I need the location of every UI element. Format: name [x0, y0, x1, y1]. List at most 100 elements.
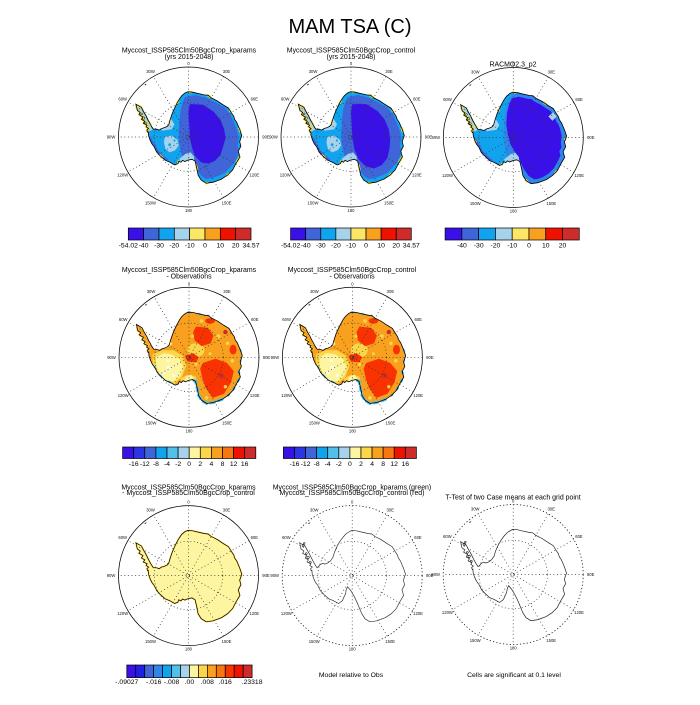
- svg-text:150E: 150E: [222, 200, 232, 205]
- svg-text:20: 20: [559, 243, 567, 250]
- svg-text:30E: 30E: [548, 69, 556, 74]
- svg-text:180: 180: [185, 208, 193, 213]
- svg-text:-.09027: -.09027: [115, 679, 138, 686]
- svg-text:0: 0: [364, 243, 368, 250]
- svg-text:-54.02: -54.02: [281, 243, 300, 250]
- svg-text:150E: 150E: [222, 639, 232, 644]
- svg-text:30W: 30W: [310, 289, 319, 294]
- svg-text:20: 20: [232, 243, 240, 250]
- svg-text:Myccost_ISSP585Clm50BgcCrop_kp: Myccost_ISSP585Clm50BgcCrop_kparams: [122, 47, 257, 54]
- svg-text:90E: 90E: [426, 355, 434, 360]
- svg-text:150W: 150W: [470, 638, 481, 643]
- svg-text:30E: 30E: [547, 506, 555, 511]
- svg-text:.23318: .23318: [242, 679, 263, 686]
- svg-text:-16: -16: [129, 461, 139, 468]
- svg-text:120W: 120W: [281, 393, 292, 398]
- svg-text:-2: -2: [175, 461, 181, 468]
- svg-text:60E: 60E: [414, 535, 422, 540]
- svg-text:90E: 90E: [587, 135, 595, 140]
- svg-text:0: 0: [512, 499, 515, 504]
- svg-text:34.57: 34.57: [242, 243, 259, 250]
- svg-text:- Observations: - Observations: [166, 273, 212, 280]
- svg-text:10: 10: [542, 243, 550, 250]
- svg-text:60E: 60E: [575, 97, 583, 102]
- svg-text:60E: 60E: [413, 97, 421, 102]
- svg-text:8: 8: [381, 461, 385, 468]
- svg-text:30W: 30W: [471, 69, 480, 74]
- svg-text:30W: 30W: [309, 69, 318, 74]
- svg-text:Cells are significant at 0.1 l: Cells are significant at 0.1 level: [467, 672, 561, 679]
- svg-text:20: 20: [392, 243, 400, 250]
- svg-text:RACMO2.3_p2: RACMO2.3_p2: [489, 62, 536, 69]
- svg-text:T-Test of two Case means at ea: T-Test of two Case means at each grid po…: [445, 495, 580, 502]
- svg-text:150E: 150E: [222, 421, 232, 426]
- svg-text:180: 180: [348, 208, 356, 213]
- svg-text:150E: 150E: [386, 421, 396, 426]
- svg-text:120W: 120W: [117, 173, 128, 178]
- svg-text:0: 0: [187, 61, 190, 66]
- svg-text:180: 180: [510, 646, 518, 651]
- svg-text:120E: 120E: [574, 173, 584, 178]
- svg-text:10: 10: [377, 243, 385, 250]
- svg-text:Myccost_ISSP585Clm50BgcCrop_co: Myccost_ISSP585Clm50BgcCrop_control (red…: [280, 490, 425, 497]
- svg-text:2: 2: [359, 461, 363, 468]
- svg-text:10: 10: [217, 243, 225, 250]
- svg-text:120E: 120E: [413, 393, 423, 398]
- svg-text:0: 0: [348, 461, 352, 468]
- svg-text:-54.02: -54.02: [119, 243, 138, 250]
- svg-text:30W: 30W: [147, 289, 156, 294]
- svg-text:30E: 30E: [223, 507, 231, 512]
- svg-text:120W: 120W: [280, 173, 291, 178]
- svg-text:-20: -20: [331, 243, 341, 250]
- svg-text:90E: 90E: [587, 572, 595, 577]
- svg-text:60W: 60W: [118, 535, 127, 540]
- svg-text:60W: 60W: [119, 317, 128, 322]
- svg-text:120W: 120W: [442, 173, 453, 178]
- svg-text:-10: -10: [507, 243, 517, 250]
- svg-text:.008: .008: [201, 679, 214, 686]
- svg-text:-40: -40: [139, 243, 149, 250]
- svg-text:0: 0: [351, 281, 354, 286]
- svg-text:-12: -12: [301, 461, 311, 468]
- svg-text:90W: 90W: [271, 355, 280, 360]
- svg-text:0: 0: [203, 243, 207, 250]
- svg-text:0: 0: [527, 243, 531, 250]
- svg-text:60E: 60E: [251, 535, 259, 540]
- svg-text:30E: 30E: [387, 289, 395, 294]
- svg-text:2: 2: [198, 461, 202, 468]
- svg-text:8: 8: [221, 461, 225, 468]
- svg-text:-10: -10: [346, 243, 356, 250]
- svg-text:30W: 30W: [471, 506, 480, 511]
- svg-text:150E: 150E: [385, 639, 395, 644]
- svg-text:120W: 120W: [118, 393, 129, 398]
- svg-text:90E: 90E: [262, 135, 270, 140]
- svg-text:120E: 120E: [413, 611, 423, 616]
- svg-text:90W: 90W: [431, 135, 440, 140]
- svg-text:150W: 150W: [145, 639, 156, 644]
- svg-text:150E: 150E: [384, 200, 394, 205]
- svg-text:30E: 30E: [386, 507, 394, 512]
- svg-text:(yrs 2015-2048): (yrs 2015-2048): [165, 54, 214, 61]
- svg-text:60W: 60W: [443, 534, 452, 539]
- svg-text:60W: 60W: [118, 97, 127, 102]
- svg-text:-8: -8: [314, 461, 320, 468]
- svg-text:120E: 120E: [249, 173, 259, 178]
- svg-text:-.008: -.008: [164, 679, 180, 686]
- svg-text:90E: 90E: [262, 573, 270, 578]
- svg-text:-20: -20: [490, 243, 500, 250]
- svg-text:Myccost_ISSP585Clm50BgcCrop_kp: Myccost_ISSP585Clm50BgcCrop_kparams: [122, 267, 257, 274]
- svg-text:60E: 60E: [575, 534, 583, 539]
- svg-text:.016: .016: [219, 679, 232, 686]
- svg-text:120E: 120E: [412, 173, 422, 178]
- svg-text:60W: 60W: [443, 97, 452, 102]
- svg-text:Myccost_ISSP585Clm50BgcCrop_co: Myccost_ISSP585Clm50BgcCrop_control: [287, 47, 416, 54]
- svg-text:60W: 60W: [282, 535, 291, 540]
- svg-text:120E: 120E: [249, 611, 259, 616]
- svg-text:-20: -20: [169, 243, 179, 250]
- svg-text:150W: 150W: [146, 421, 157, 426]
- svg-text:-10: -10: [185, 243, 195, 250]
- svg-text:Model relative to Obs: Model relative to Obs: [319, 672, 384, 679]
- svg-text:-4: -4: [325, 461, 331, 468]
- svg-text:60E: 60E: [251, 97, 259, 102]
- svg-text:150E: 150E: [546, 638, 556, 643]
